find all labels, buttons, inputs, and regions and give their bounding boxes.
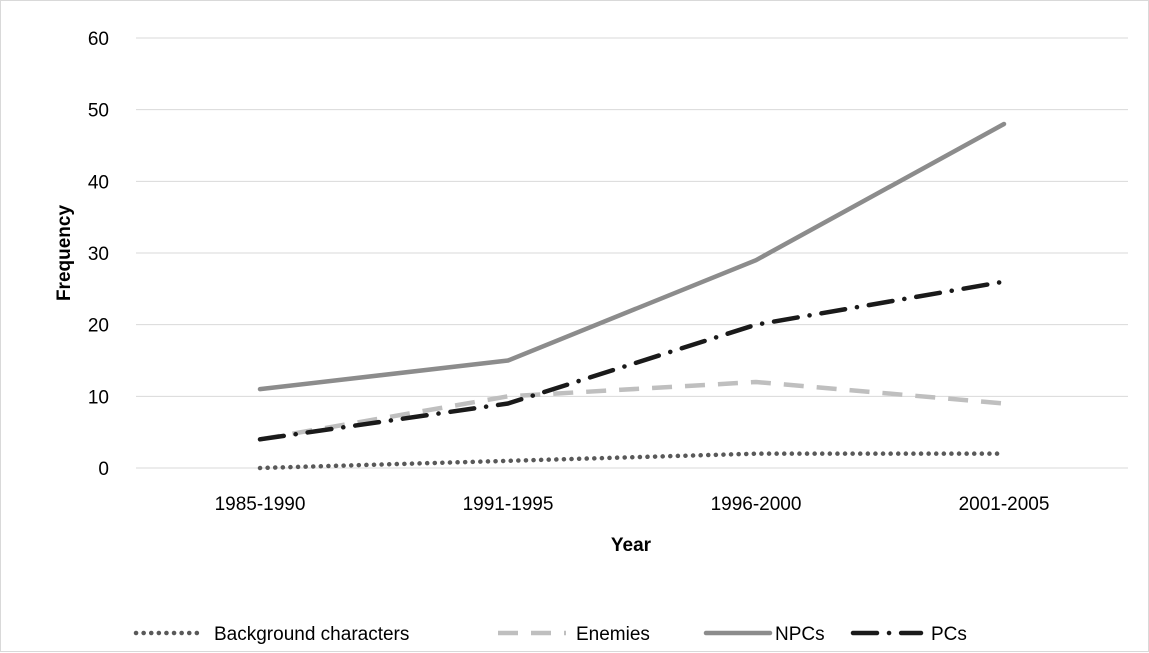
x-tick-label: 1985-1990 [215, 494, 306, 515]
x-tick-label: 2001-2005 [959, 494, 1050, 515]
y-tick-label: 60 [88, 29, 109, 50]
y-tick-label: 40 [88, 172, 109, 193]
y-tick-label: 50 [88, 101, 109, 122]
y-tick-label: 30 [88, 244, 109, 265]
series-line-enemies [259, 379, 1005, 442]
legend-label: NPCs [775, 624, 825, 645]
legend-label: Background characters [214, 624, 409, 645]
x-tick-label: 1996-2000 [711, 494, 802, 515]
y-tick-label: 10 [88, 387, 109, 408]
series-lines [257, 121, 1007, 471]
y-tick-label: 20 [88, 316, 109, 337]
x-tick-labels: 1985-1990 1991-1995 1996-2000 2001-2005 [215, 494, 1050, 515]
legend-label: PCs [931, 624, 967, 645]
y-tick-labels: 0 10 20 30 40 50 60 [88, 29, 109, 480]
series-line-npcs [257, 121, 1007, 392]
gridlines [136, 37, 1128, 469]
series-line-pcs [257, 279, 1007, 442]
y-axis-title: Frequency [54, 205, 75, 302]
legend-label: Enemies [576, 624, 650, 645]
legend: Background characters Enemies NPCs PCs [133, 624, 967, 645]
y-tick-label: 0 [98, 459, 109, 480]
series-line-background-characters [257, 451, 1007, 471]
x-tick-label: 1991-1995 [463, 494, 554, 515]
x-axis-title: Year [611, 535, 652, 556]
